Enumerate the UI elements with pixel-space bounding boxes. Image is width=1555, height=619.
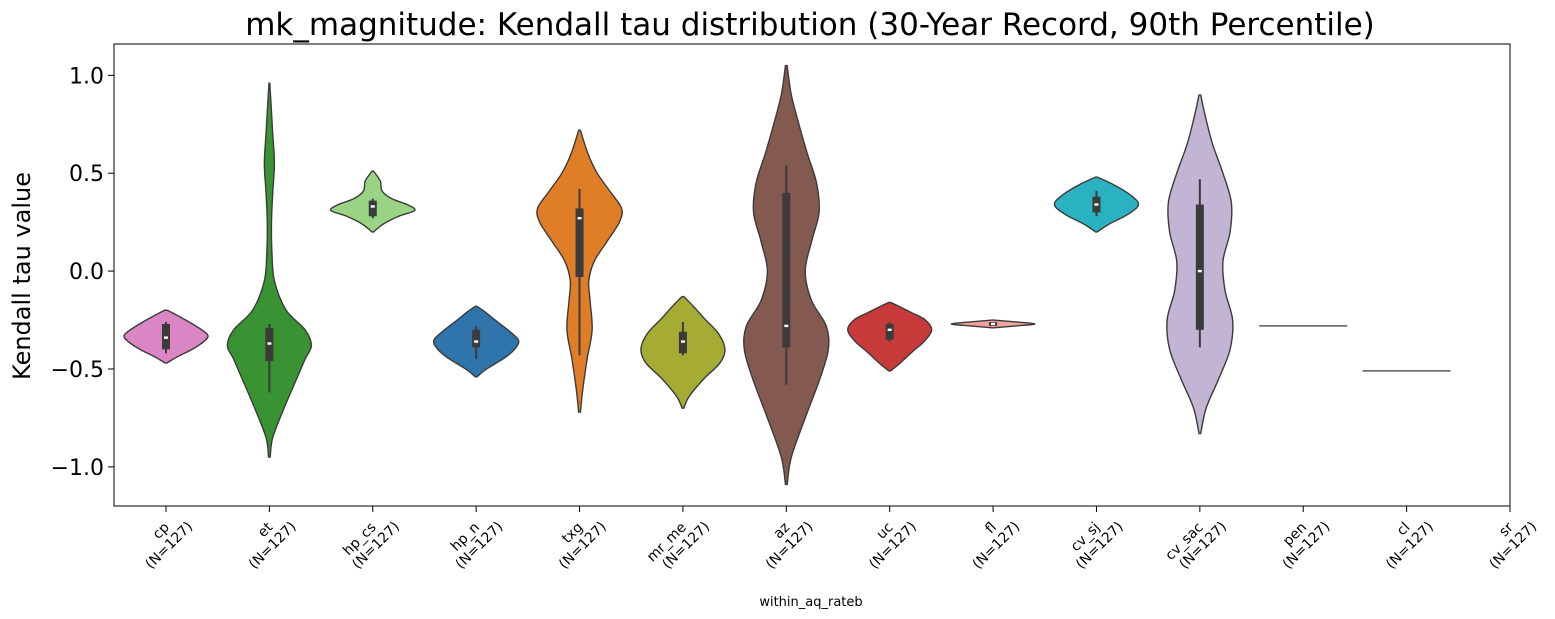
iqr-box-az xyxy=(782,192,791,348)
y-tick-label: 0.5 xyxy=(69,162,104,187)
x-tick-label-cv-sj: cv_sj(N=127) xyxy=(1062,507,1127,572)
x-tick-label-cp: cp(N=127) xyxy=(131,507,196,572)
chart-title: mk_magnitude: Kendall tau distribution (… xyxy=(245,7,1375,43)
x-tick-label-cv-sac: cv_sac(N=127) xyxy=(1162,507,1230,575)
x-tick-label-hp-cs: hp_cs(N=127) xyxy=(338,507,403,572)
median-hp-n xyxy=(474,340,479,343)
y-tick-label: −1.0 xyxy=(51,456,104,481)
x-tick-label-hp-n: hp_n(N=127) xyxy=(441,507,506,572)
y-tick-label: 0.0 xyxy=(69,260,104,285)
x-tick-label-et: et(N=127) xyxy=(235,507,300,572)
x-tick-label-pen: pen(N=127) xyxy=(1268,507,1333,572)
x-axis-label: within_aq_rateb xyxy=(759,595,862,610)
iqr-box-cv-sac xyxy=(1195,204,1204,330)
iqr-box-uc xyxy=(885,323,894,340)
iqr-box-hp-n xyxy=(472,329,481,348)
x-tick-label-count: (N=127) xyxy=(1383,519,1437,573)
median-fl xyxy=(991,322,996,326)
median-mr-me xyxy=(680,340,685,343)
x-tick-label-txg: txg(N=127) xyxy=(545,507,610,572)
x-tick-label-count: (N=127) xyxy=(556,519,610,573)
x-tick-label-cl: cl(N=127) xyxy=(1372,507,1437,572)
median-txg xyxy=(577,217,582,220)
violin-et xyxy=(226,82,313,458)
plot-frame xyxy=(113,43,1511,507)
x-tick-label-count: (N=127) xyxy=(866,519,920,573)
median-hp-cs xyxy=(370,205,375,208)
x-tick-label-count: (N=127) xyxy=(970,519,1024,573)
x-tick-label-count: (N=127) xyxy=(1487,519,1541,573)
median-cv-sac xyxy=(1197,269,1202,273)
iqr-box-txg xyxy=(575,208,584,277)
iqr-box-hp-cs xyxy=(368,200,377,217)
y-axis-label: Kendall tau value xyxy=(8,172,36,380)
x-tick-label-sr: sr(N=127) xyxy=(1475,507,1540,572)
median-az xyxy=(784,324,789,328)
plot-area xyxy=(123,64,1451,486)
x-tick-label-count: (N=127) xyxy=(246,519,300,573)
x-tick-label-mr-me: mr_me(N=127) xyxy=(644,507,713,576)
median-cp xyxy=(164,336,168,339)
median-et xyxy=(267,342,272,345)
x-tick-label-count: (N=127) xyxy=(143,519,197,573)
y-tick-label: −0.5 xyxy=(51,358,104,383)
median-cv-sj xyxy=(1094,203,1099,206)
x-tick-label-az: az(N=127) xyxy=(752,507,817,572)
y-tick-label: 1.0 xyxy=(69,64,104,89)
median-uc xyxy=(887,328,892,332)
x-tick-label-count: (N=127) xyxy=(763,519,817,573)
x-tick-label-fl: fl(N=127) xyxy=(958,507,1023,572)
x-tick-label-uc: uc(N=127) xyxy=(855,507,920,572)
